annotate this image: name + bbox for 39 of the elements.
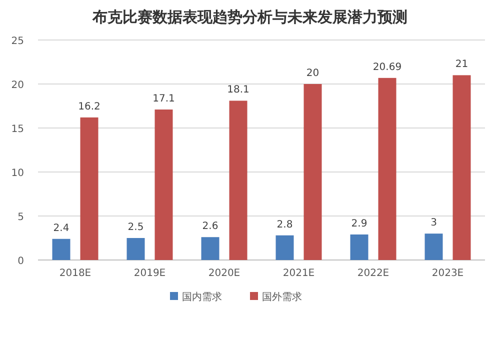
x-tick-label: 2018E <box>59 268 92 279</box>
data-label: 21 <box>455 59 468 70</box>
x-tick-label: 2019E <box>134 268 166 279</box>
x-tick-label: 2020E <box>208 268 240 279</box>
data-label: 2.9 <box>351 218 368 230</box>
bar <box>201 237 220 260</box>
chart-title: 布克比赛数据表现趋势分析与未来发展潜力预测 <box>92 8 408 26</box>
y-tick-label: 0 <box>18 256 24 267</box>
x-tick-label: 2023E <box>432 268 464 279</box>
y-tick-label: 15 <box>11 124 24 135</box>
data-label: 2.6 <box>202 221 218 232</box>
data-label: 3 <box>430 218 437 229</box>
bar <box>52 238 70 260</box>
y-tick-label: 25 <box>11 36 24 47</box>
y-tick-label: 10 <box>11 168 24 179</box>
data-label: 18.1 <box>227 84 250 96</box>
data-label: 20.69 <box>372 62 402 73</box>
data-label: 2.5 <box>128 222 144 233</box>
legend-label: 国内需求 <box>182 291 222 303</box>
bar <box>424 234 443 260</box>
bar <box>154 110 173 260</box>
data-label: 20 <box>306 68 320 79</box>
data-label: 2.4 <box>53 222 70 234</box>
data-label: 16.2 <box>78 101 100 112</box>
data-label: 2.8 <box>276 219 293 230</box>
bar <box>304 84 322 260</box>
bar <box>80 117 98 260</box>
bar <box>126 238 145 260</box>
legend-label: 国外需求 <box>262 291 302 303</box>
bar <box>229 100 248 260</box>
y-tick-label: 5 <box>18 212 24 223</box>
data-label: 17.1 <box>152 94 175 105</box>
bar <box>378 78 396 260</box>
x-tick-label: 2021E <box>282 268 315 279</box>
bar <box>350 234 368 260</box>
x-tick-label: 2022E <box>357 268 390 279</box>
y-tick-label: 20 <box>11 80 24 91</box>
bar <box>452 75 471 260</box>
bar <box>276 235 294 260</box>
